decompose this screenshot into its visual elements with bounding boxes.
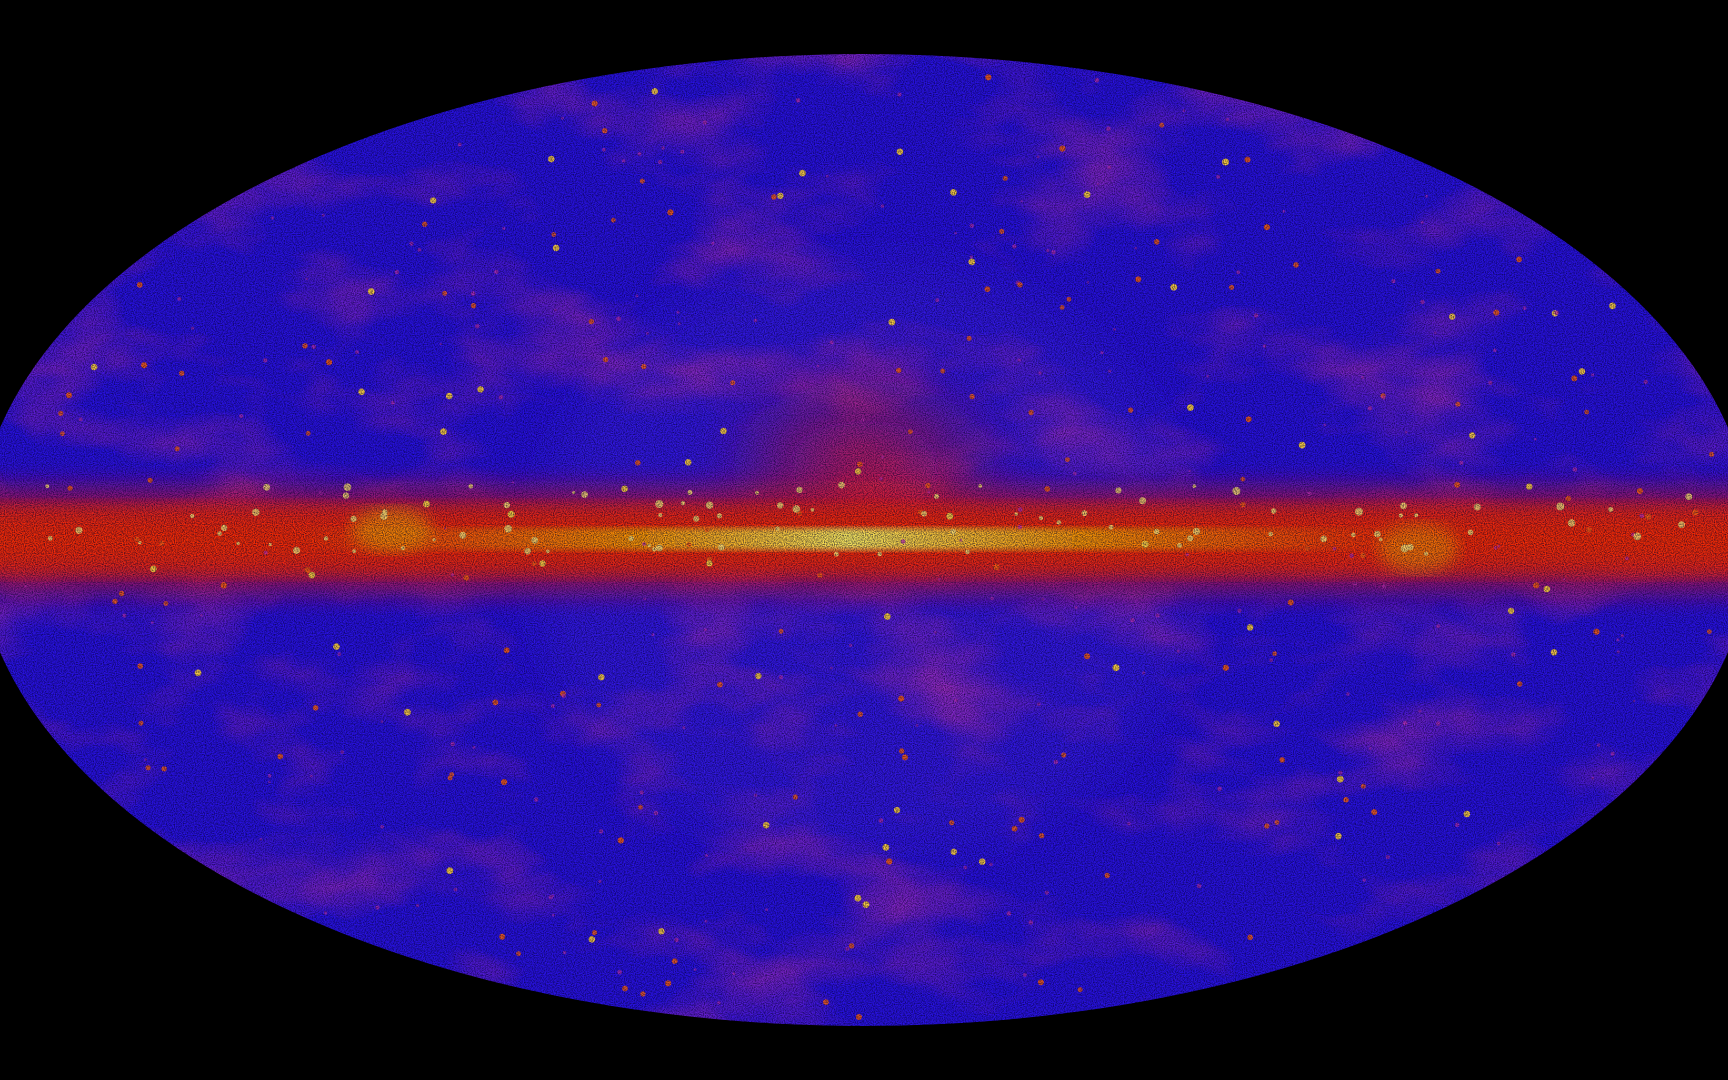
page: (() => { const svg = document.getElement… [0, 54, 1728, 1026]
noise [0, 54, 1728, 1026]
sky-oval [0, 54, 1728, 1026]
sky-map [0, 54, 1728, 1026]
